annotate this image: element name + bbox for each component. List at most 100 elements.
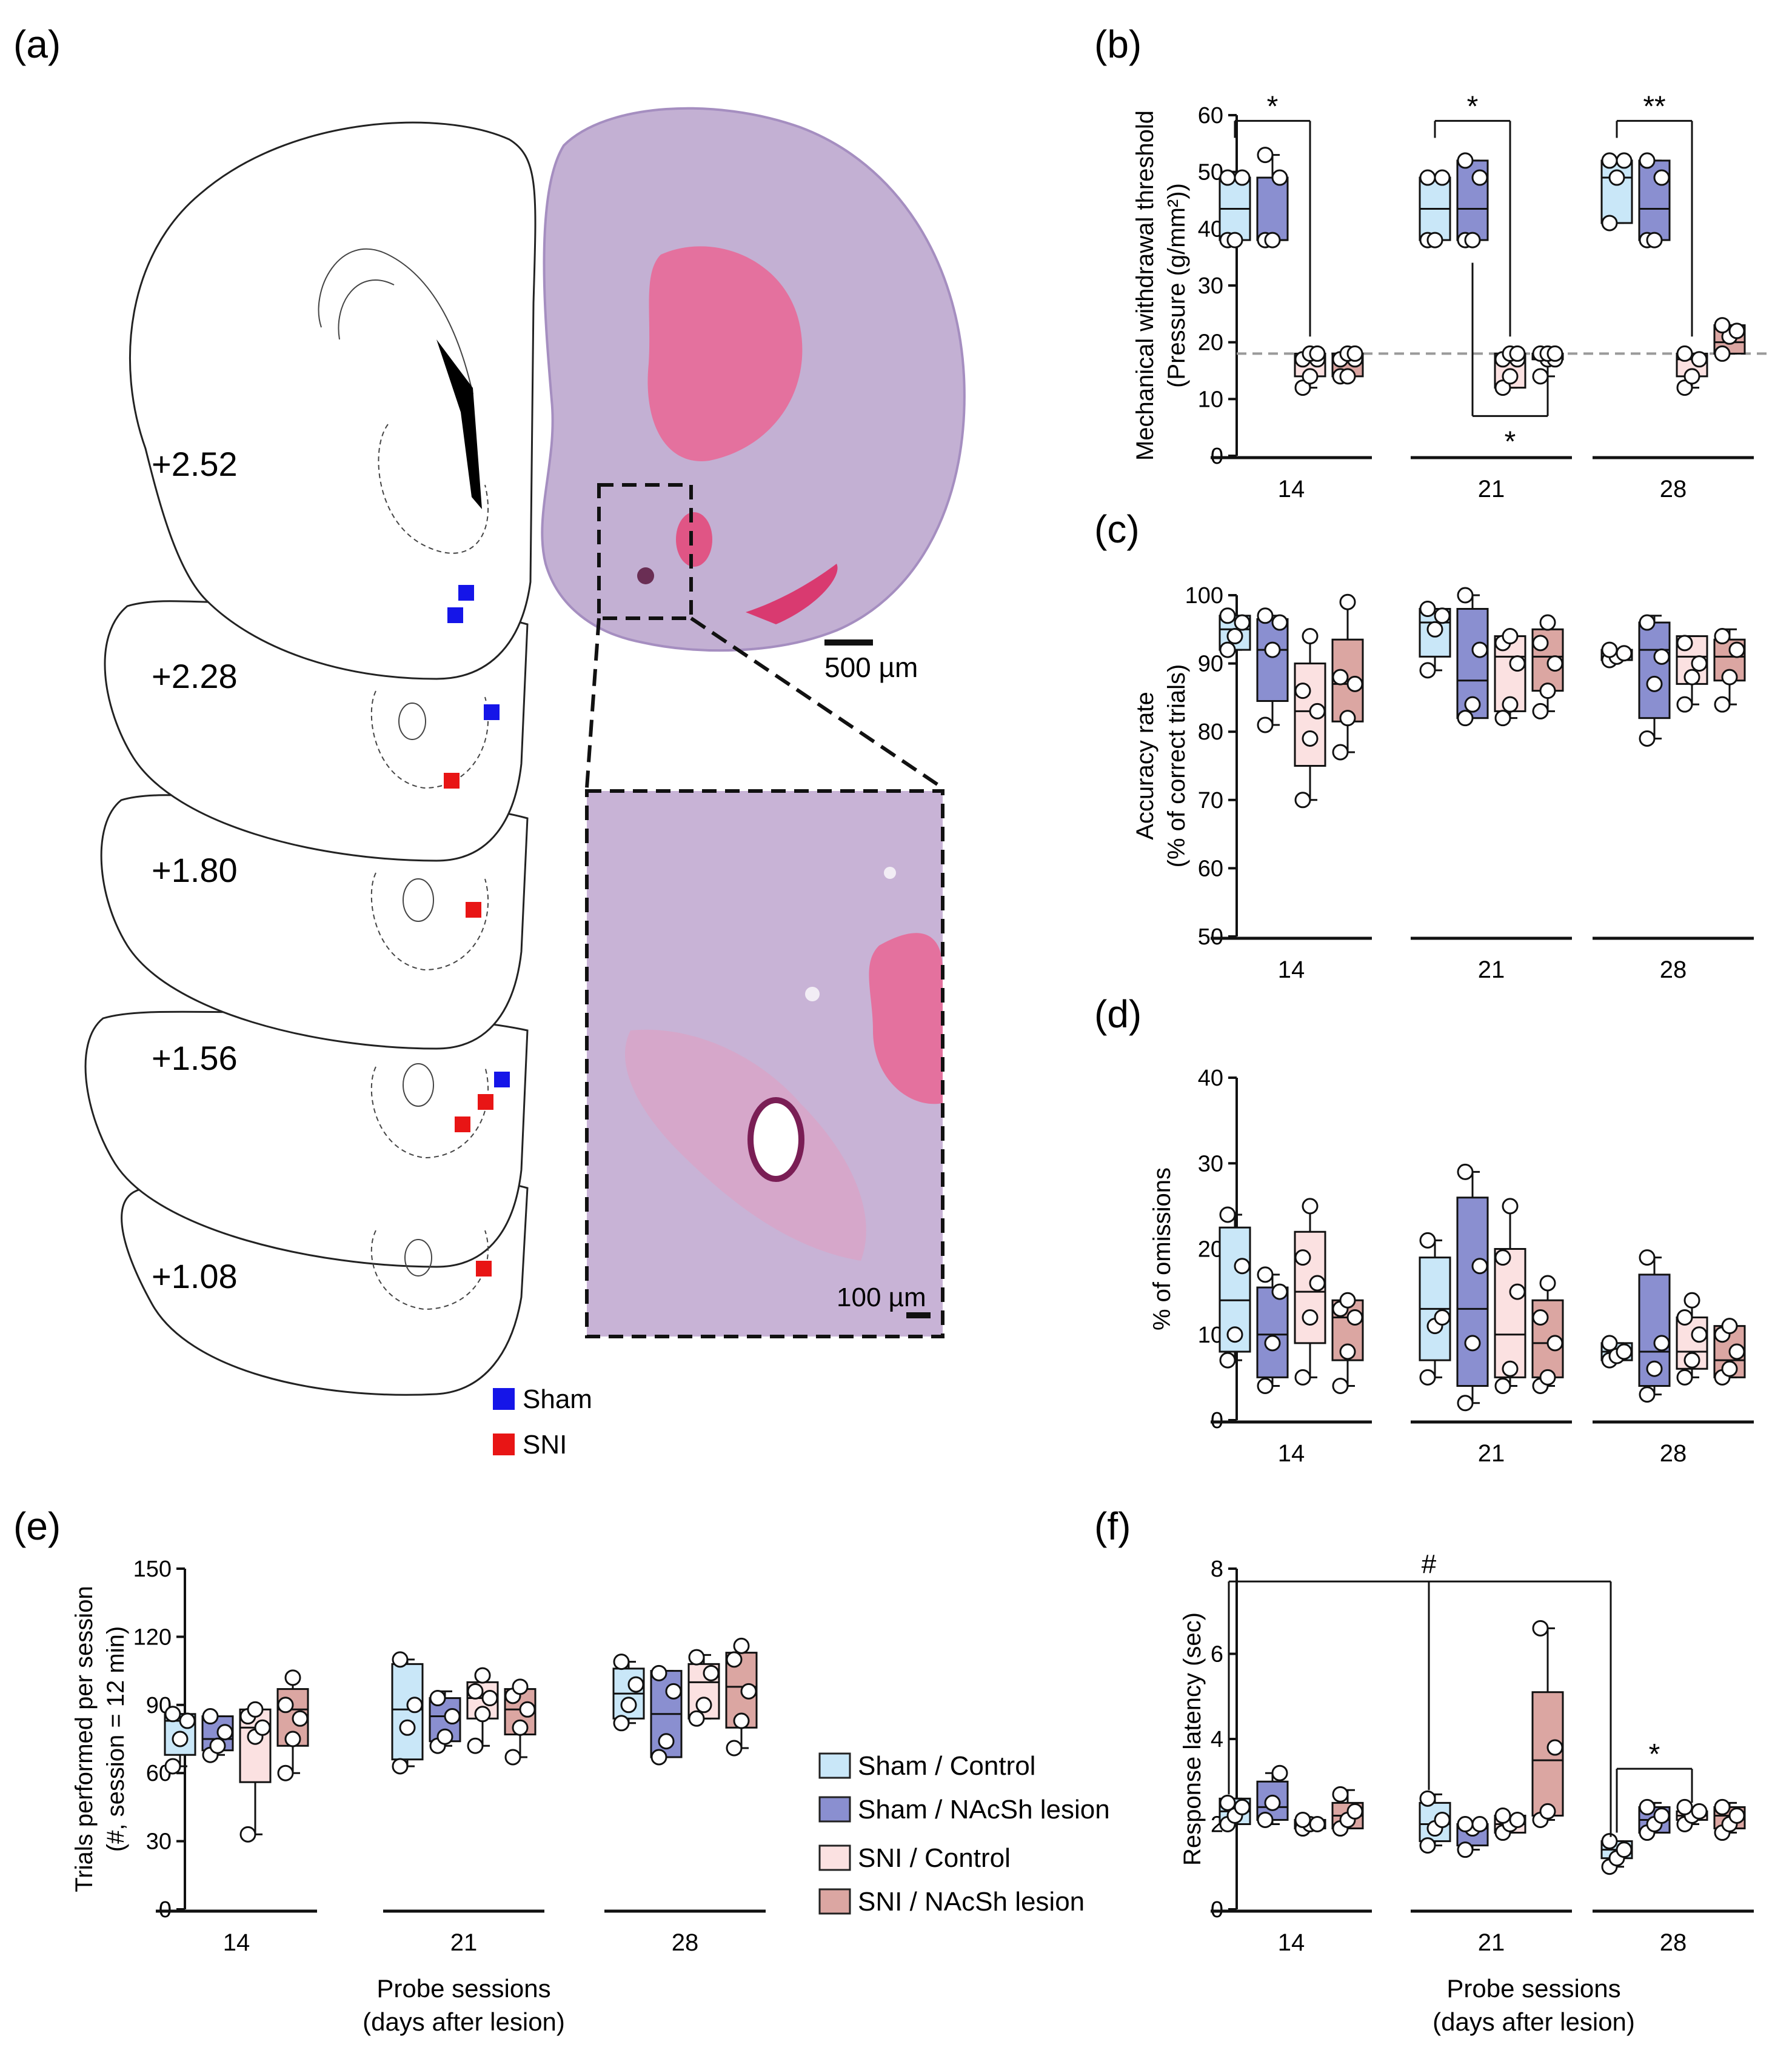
data-point: [1332, 1378, 1349, 1394]
y-tick-label: 80: [1198, 719, 1223, 745]
data-point: [1219, 1352, 1236, 1369]
data-point: [1302, 628, 1319, 645]
data-point: [1234, 1258, 1251, 1275]
data-point: [1457, 587, 1474, 604]
legend-label: Sham / Control: [858, 1751, 1035, 1781]
data-point: [1714, 628, 1731, 645]
data-point: [512, 1719, 529, 1736]
y-tick-label: 120: [133, 1624, 172, 1650]
x-tick-label: 28: [1660, 1440, 1687, 1467]
data-point: [512, 1678, 529, 1695]
data-point: [1346, 675, 1363, 692]
legend-swatch-sham: [493, 1388, 515, 1410]
data-point: [1683, 368, 1700, 385]
data-point: [1257, 147, 1274, 164]
data-point: [1219, 1794, 1236, 1811]
box: [1456, 1197, 1489, 1387]
data-point: [1457, 1163, 1474, 1180]
data-point: [1646, 1360, 1663, 1377]
data-point: [172, 1731, 189, 1747]
data-point: [1294, 379, 1311, 396]
y-axis-label: (% of correct trials): [1163, 664, 1190, 868]
data-point: [1471, 1816, 1488, 1832]
data-point: [726, 1651, 743, 1668]
data-point: [1502, 628, 1519, 645]
data-point: [1646, 675, 1663, 692]
scale-bar-100-label: 100 µm: [837, 1283, 926, 1312]
data-point: [1426, 621, 1443, 638]
y-tick-label: 10: [1198, 387, 1223, 412]
legend-label-sham: Sham: [523, 1384, 592, 1414]
data-point: [1532, 635, 1549, 652]
data-point: [1339, 593, 1356, 610]
data-point: [1471, 1258, 1488, 1275]
zoom-connector-left: [585, 618, 601, 789]
sni-marker: [455, 1116, 470, 1132]
sham-marker: [494, 1072, 510, 1087]
data-point: [658, 1733, 675, 1750]
lateral-ventricle: [436, 339, 482, 509]
data-point: [1601, 152, 1618, 169]
panel-letter: (b): [1094, 22, 1142, 66]
y-tick-label: 30: [1198, 273, 1223, 299]
data-point: [1532, 1620, 1549, 1637]
data-point: [474, 1706, 491, 1723]
data-point: [1226, 1326, 1243, 1343]
data-point: [1639, 1798, 1656, 1815]
data-point: [733, 1637, 750, 1654]
legend-label: SNI / NAcSh lesion: [858, 1887, 1085, 1917]
data-point: [1691, 1326, 1708, 1343]
data-point: [1419, 601, 1436, 618]
significance-label: *: [1649, 1738, 1660, 1771]
data-point: [1471, 641, 1488, 658]
data-point: [1264, 232, 1281, 249]
data-point: [164, 1758, 181, 1775]
data-point: [1532, 1309, 1549, 1326]
x-axis-title: (days after lesion): [363, 2008, 565, 2036]
x-tick-label: 21: [450, 1929, 478, 1956]
data-point: [703, 1664, 720, 1681]
data-point: [1457, 1816, 1474, 1832]
data-point: [1676, 635, 1693, 652]
y-axis-label: (#, session = 12 min): [102, 1626, 129, 1852]
data-point: [1226, 232, 1243, 249]
data-point: [1676, 379, 1693, 396]
lesion-markers: [444, 585, 510, 1277]
data-point: [179, 1712, 196, 1729]
data-point: [726, 1740, 743, 1757]
x-axis-title-e: Probe sessions (days after lesion): [363, 1974, 565, 2036]
data-point: [1539, 1369, 1556, 1386]
legend-label-sni: SNI: [523, 1430, 567, 1460]
panel-letter: (c): [1094, 507, 1140, 551]
data-point: [1539, 1803, 1556, 1820]
sham-marker: [484, 704, 500, 720]
y-tick-label: 60: [1198, 103, 1223, 128]
data-point: [1502, 696, 1519, 713]
y-tick-label: 4: [1211, 1727, 1223, 1752]
data-point: [1653, 1335, 1670, 1352]
data-point: [481, 1690, 498, 1707]
data-point: [467, 1683, 484, 1700]
data-point: [1639, 730, 1656, 747]
data-point: [392, 1758, 409, 1775]
data-point: [665, 1683, 682, 1700]
data-point: [1676, 345, 1693, 362]
data-point: [1457, 1841, 1474, 1858]
data-point: [1419, 1369, 1436, 1386]
y-tick-label: 30: [146, 1829, 172, 1855]
data-point: [1426, 232, 1443, 249]
data-point: [1532, 703, 1549, 719]
data-point: [202, 1708, 219, 1725]
atlas-section-1: [129, 121, 537, 680]
data-point: [1639, 1386, 1656, 1403]
y-tick-label: 8: [1211, 1557, 1223, 1582]
data-point: [1608, 169, 1625, 186]
data-point: [1683, 1352, 1700, 1369]
data-point: [1546, 655, 1563, 672]
data-point: [1714, 345, 1731, 362]
data-point: [1234, 1798, 1251, 1815]
data-point: [1294, 683, 1311, 699]
data-point: [1464, 696, 1481, 713]
